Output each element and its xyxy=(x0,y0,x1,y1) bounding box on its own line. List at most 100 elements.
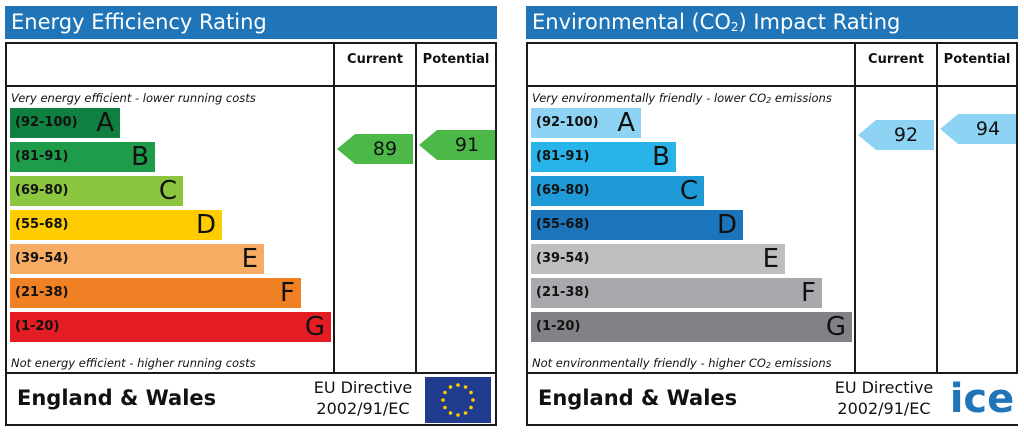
energy-current-arrow xyxy=(337,134,413,164)
directive-line-1: EU Directive xyxy=(834,378,934,397)
energy-potential-marker: 91 xyxy=(419,130,495,160)
energy-band-b: (81-91) B xyxy=(10,142,155,172)
eu-star xyxy=(448,411,453,415)
environmental-panel-title: Environmental (CO2) Impact Rating xyxy=(526,6,1018,39)
environmental-rating-frame: Current Potential Very environmentally f… xyxy=(526,42,1018,426)
eu-star xyxy=(471,398,475,402)
current-column-header: Current xyxy=(868,52,924,67)
note-prefix: Not environmentally friendly - higher CO xyxy=(532,356,766,370)
environmental-current-marker: 92 xyxy=(858,120,934,150)
band-letter-label: F xyxy=(801,278,816,308)
band-letter-label: G xyxy=(304,312,325,342)
environmental-potential-arrow xyxy=(940,114,1016,144)
band-range-label: (81-91) xyxy=(536,149,590,164)
environmental-band-a: (92-100) A xyxy=(531,108,641,138)
eu-star xyxy=(469,390,473,395)
energy-panel-title: Energy Efficiency Rating xyxy=(5,6,497,39)
energy-current-value: 89 xyxy=(372,138,398,160)
energy-band-a: (92-100) A xyxy=(10,108,120,138)
note-prefix: Very environmentally friendly - lower CO xyxy=(532,91,767,105)
band-letter-label: A xyxy=(96,108,114,138)
energy-top-note: Very energy efficient - lower running co… xyxy=(11,91,256,105)
eu-star xyxy=(448,385,453,389)
directive-line-1: EU Directive xyxy=(313,378,413,397)
potential-column-header: Potential xyxy=(422,52,490,67)
band-range-label: (92-100) xyxy=(15,115,78,130)
environmental-band-b: (81-91) B xyxy=(531,142,676,172)
column-divider xyxy=(936,44,938,372)
band-range-label: (39-54) xyxy=(15,251,69,266)
band-range-label: (69-80) xyxy=(536,183,590,198)
header-divider xyxy=(7,85,495,87)
title-suffix: ) Impact Rating xyxy=(738,10,901,34)
energy-footer-region: England & Wales xyxy=(17,386,217,410)
column-divider xyxy=(854,44,856,372)
title-subscript: 2 xyxy=(730,20,739,34)
eu-star xyxy=(456,413,460,417)
eu-star xyxy=(441,398,445,402)
title-prefix: Environmental (CO xyxy=(532,10,731,34)
note-subscript: 2 xyxy=(765,361,771,370)
environmental-band-e: (39-54) E xyxy=(531,244,785,274)
band-range-label: (81-91) xyxy=(15,149,69,164)
energy-bottom-note: Not energy efficient - higher running co… xyxy=(11,356,256,370)
band-range-label: (1-20) xyxy=(15,319,60,334)
header-divider xyxy=(528,85,1016,87)
energy-potential-value: 91 xyxy=(454,134,480,156)
eu-star xyxy=(443,390,447,395)
ice-logo: ice xyxy=(946,374,1018,424)
footer-divider xyxy=(528,372,1016,374)
band-range-label: (69-80) xyxy=(15,183,69,198)
eu-star xyxy=(443,405,447,410)
band-letter-label: D xyxy=(716,210,737,240)
footer-divider xyxy=(7,372,495,374)
energy-current-marker: 89 xyxy=(337,134,413,164)
current-column-header: Current xyxy=(347,52,403,67)
eu-star xyxy=(463,411,468,415)
environmental-current-value: 92 xyxy=(893,124,919,146)
eu-star xyxy=(463,385,468,389)
eu-star xyxy=(469,405,473,410)
energy-band-g: (1-20) G xyxy=(10,312,331,342)
environmental-impact-panel: Environmental (CO2) Impact Rating Curren… xyxy=(526,6,1018,426)
eu-star xyxy=(456,383,460,387)
band-range-label: (55-68) xyxy=(536,217,590,232)
note-suffix: emissions xyxy=(771,356,832,370)
column-divider xyxy=(415,44,417,372)
eu-flag-icon xyxy=(425,377,491,423)
band-letter-label: D xyxy=(195,210,216,240)
band-letter-label: G xyxy=(825,312,846,342)
directive-line-2: 2002/91/EC xyxy=(837,399,931,418)
band-letter-label: F xyxy=(280,278,295,308)
environmental-band-g: (1-20) G xyxy=(531,312,852,342)
environmental-top-note: Very environmentally friendly - lower CO… xyxy=(532,91,832,105)
energy-rating-frame: Current Potential Very energy efficient … xyxy=(5,42,497,426)
band-range-label: (92-100) xyxy=(536,115,599,130)
band-range-label: (39-54) xyxy=(536,251,590,266)
energy-efficiency-panel: Energy Efficiency Rating Current Potenti… xyxy=(5,6,497,426)
energy-band-d: (55-68) D xyxy=(10,210,222,240)
environmental-footer-region: England & Wales xyxy=(538,386,738,410)
energy-band-e: (39-54) E xyxy=(10,244,264,274)
environmental-bottom-note: Not environmentally friendly - higher CO… xyxy=(532,356,832,370)
band-range-label: (21-38) xyxy=(536,285,590,300)
potential-column-header: Potential xyxy=(943,52,1011,67)
directive-line-2: 2002/91/EC xyxy=(316,399,410,418)
band-letter-label: C xyxy=(158,176,177,206)
band-range-label: (1-20) xyxy=(536,319,581,334)
band-letter-label: E xyxy=(762,244,779,274)
note-suffix: emissions xyxy=(771,91,832,105)
column-divider xyxy=(333,44,335,372)
band-letter-label: A xyxy=(617,108,635,138)
environmental-band-f: (21-38) F xyxy=(531,278,822,308)
band-range-label: (55-68) xyxy=(15,217,69,232)
ice-logo-text: ice xyxy=(949,376,1015,422)
environmental-potential-value: 94 xyxy=(975,118,1001,140)
note-subscript: 2 xyxy=(766,96,772,105)
energy-band-c: (69-80) C xyxy=(10,176,183,206)
environmental-band-c: (69-80) C xyxy=(531,176,704,206)
band-letter-label: E xyxy=(241,244,258,274)
band-letter-label: B xyxy=(131,142,149,172)
band-letter-label: C xyxy=(679,176,698,206)
band-range-label: (21-38) xyxy=(15,285,69,300)
